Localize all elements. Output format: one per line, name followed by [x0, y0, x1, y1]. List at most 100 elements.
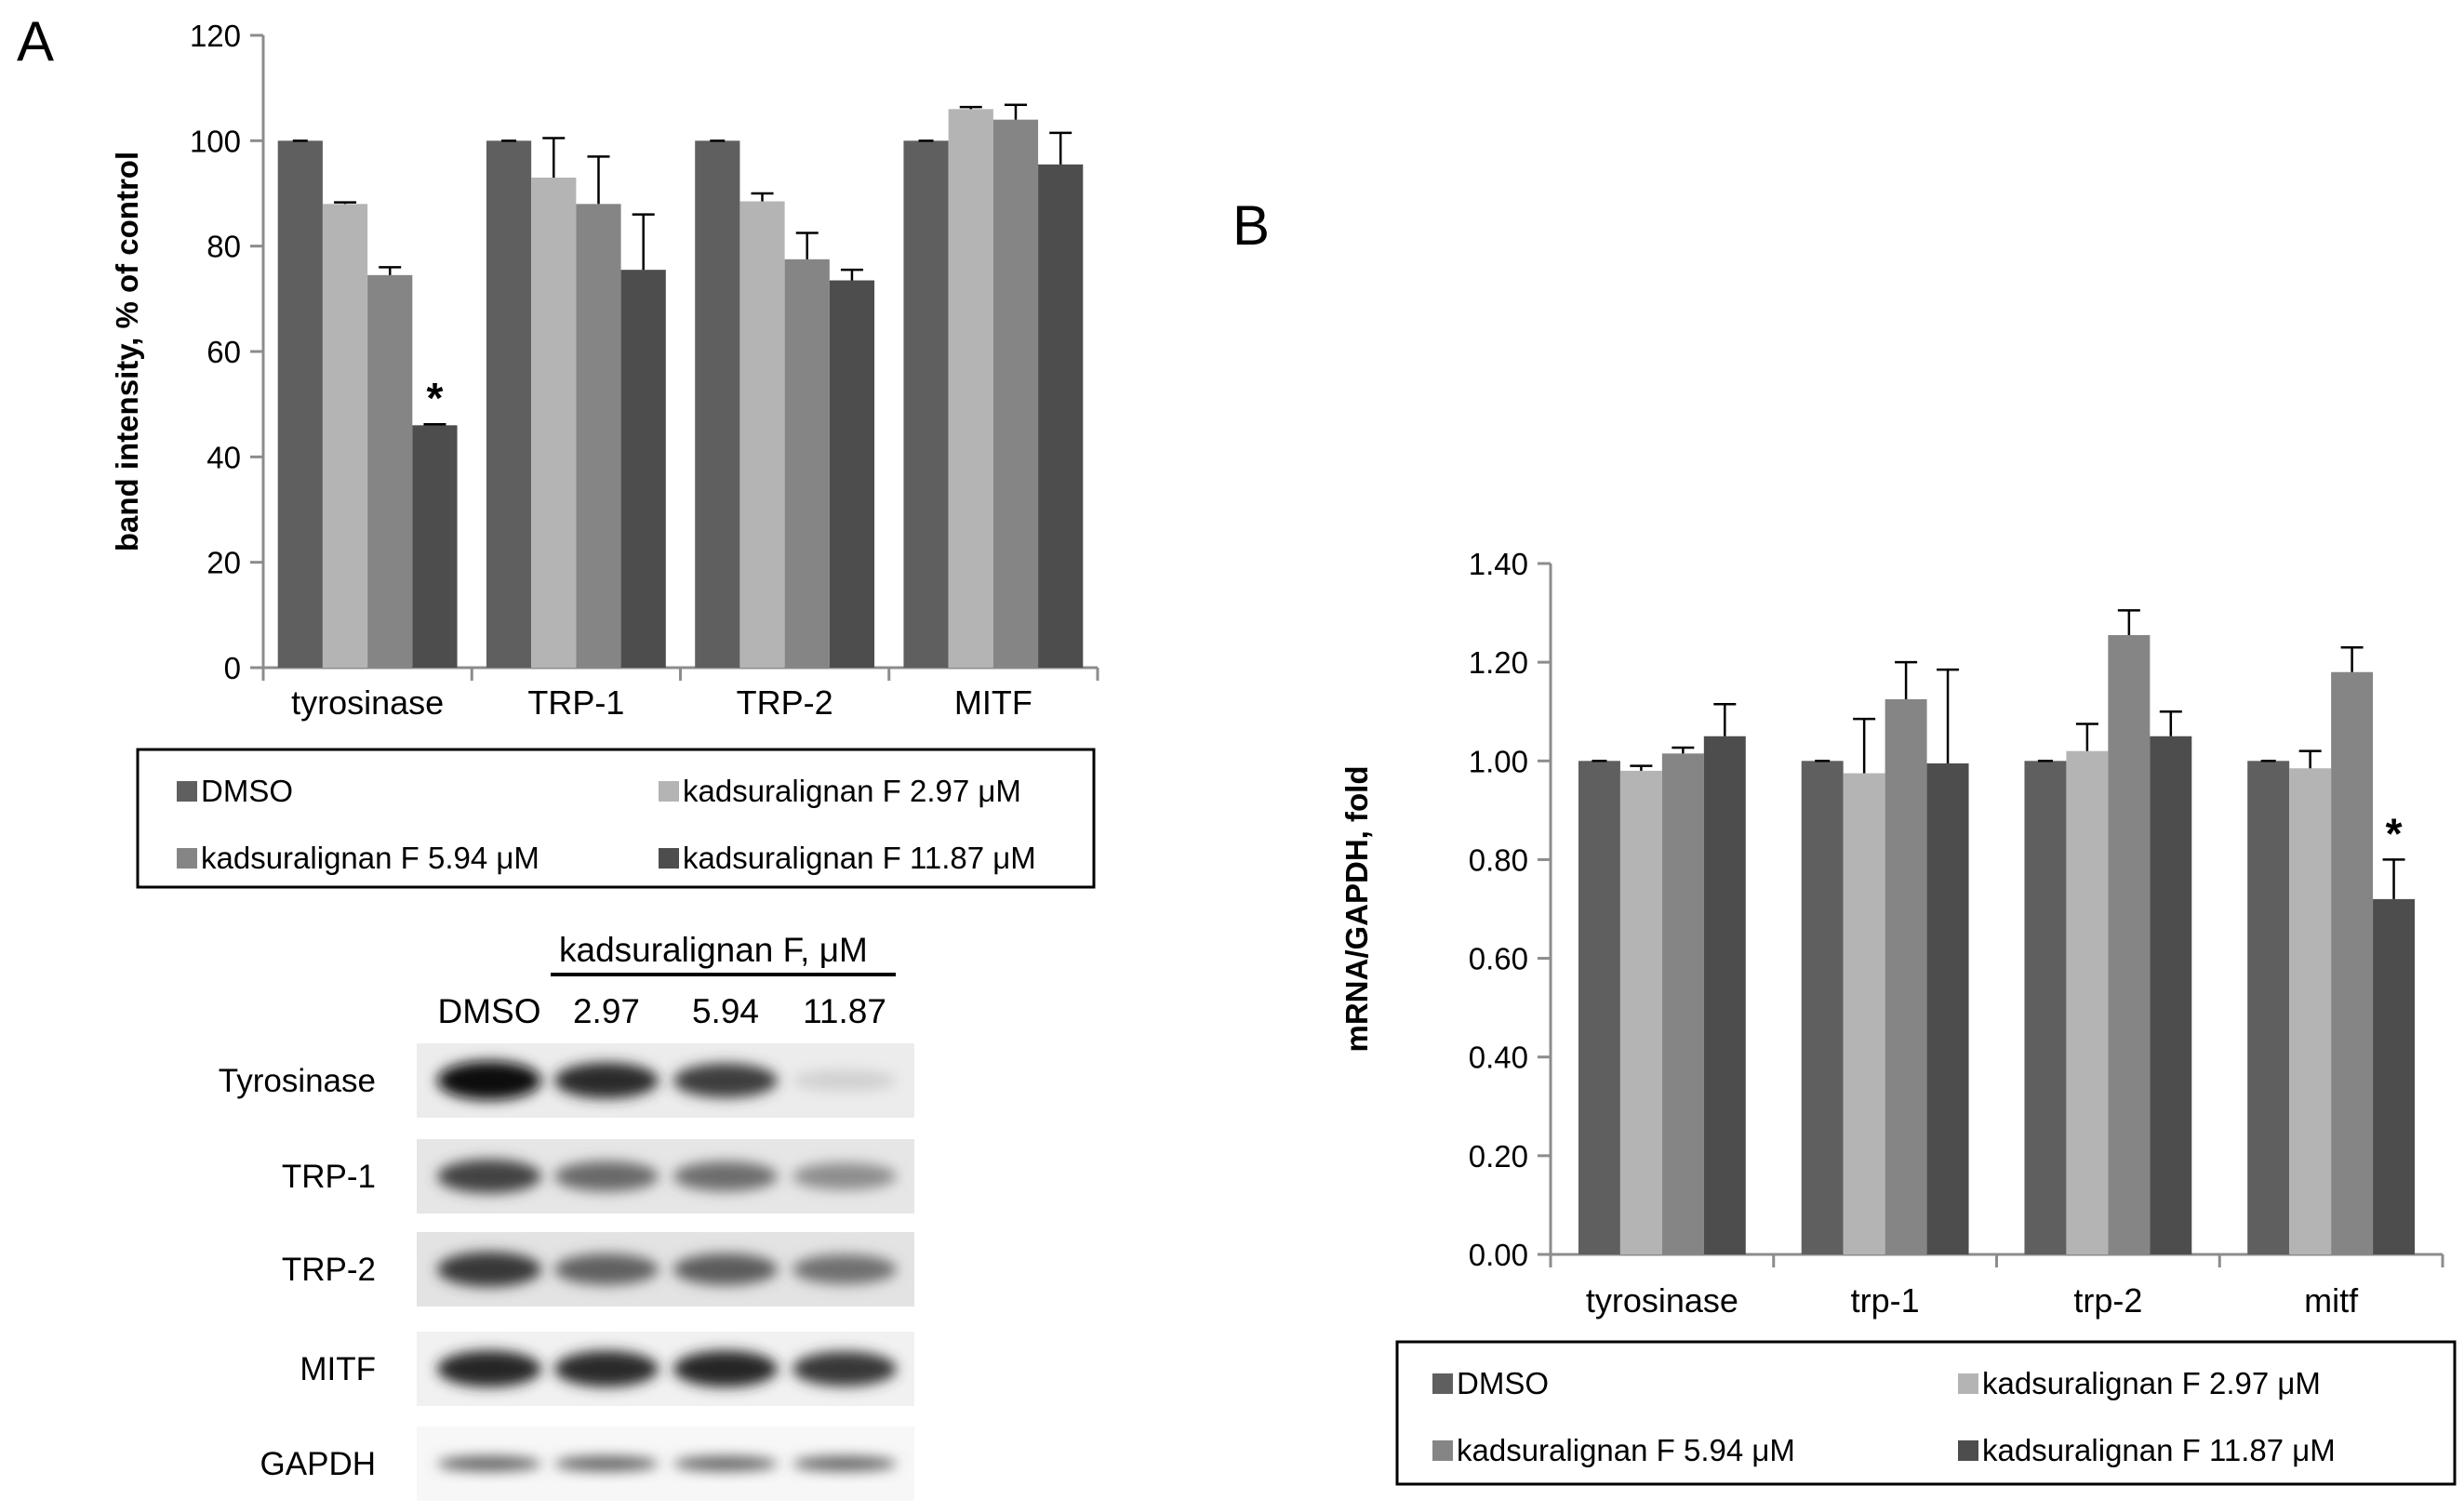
- y-tick-label: 80: [206, 230, 241, 264]
- y-tick-label: 60: [206, 335, 241, 369]
- x-tick-label: mitf: [2304, 1281, 2359, 1320]
- blot-band: [554, 1253, 659, 1285]
- blot-band: [792, 1069, 897, 1092]
- blot-rows: Tyrosinase TRP-1 TRP-2 MITF GAPDH: [219, 1043, 914, 1501]
- y-tick-label: 0.80: [1469, 842, 1528, 877]
- x-tick-label: tyrosinase: [1586, 1281, 1738, 1320]
- blot-band: [554, 1350, 659, 1387]
- blot-row-gapdh: GAPDH: [260, 1426, 914, 1501]
- blot-band: [437, 1350, 541, 1387]
- blot-lane-label: 11.87: [803, 992, 886, 1030]
- panel-label-b: B: [1232, 194, 1270, 257]
- blot-band: [792, 1253, 897, 1285]
- bar-trp-2-series-1: [739, 201, 785, 668]
- significance-asterisk: *: [2386, 809, 2403, 857]
- blot-band: [673, 1253, 778, 1286]
- bar-trp-1-series-1: [1843, 773, 1885, 1254]
- bar-mitf-series-2: [992, 119, 1039, 668]
- legend-label: kadsuralignan F 11.87 μM: [683, 841, 1036, 875]
- legend-box: [1395, 1340, 2457, 1486]
- legend-box: [136, 748, 1096, 889]
- bar-tyrosinase-series-0: [277, 140, 323, 669]
- blot-lane-label: 2.97: [573, 992, 640, 1030]
- legend-label: DMSO: [201, 774, 293, 808]
- legend-swatch: [177, 781, 197, 802]
- bar-tyrosinase-series-3: [412, 425, 458, 668]
- chart-a: 0 20 40 60 80 100 120 band intensity, % of cont…: [110, 19, 1099, 889]
- blot-band: [673, 1161, 778, 1192]
- legend-label: kadsuralignan F 5.94 μM: [201, 841, 539, 875]
- bar-trp-1-series-1: [531, 178, 577, 668]
- blot-band: [673, 1456, 778, 1471]
- bar-tyrosinase-series-1: [1619, 770, 1662, 1254]
- legend-swatch: [659, 848, 679, 869]
- blot-row-trp-1: TRP-1: [282, 1139, 914, 1214]
- blot-row-label: TRP-1: [282, 1159, 376, 1195]
- bar-trp-1-series-0: [1801, 761, 1844, 1254]
- panel-label-a: A: [17, 10, 54, 73]
- bar-mitf-series-1: [948, 109, 993, 669]
- legend-swatch: [1958, 1440, 1978, 1461]
- blot-treatment-label: kadsuralignan F, μM: [559, 931, 868, 969]
- bar-trp-2-series-2: [784, 259, 830, 668]
- blot-row-label: TRP-2: [282, 1252, 376, 1288]
- x-tick-label: trp-1: [1851, 1281, 1920, 1320]
- bar-mitf-series-3: [1038, 164, 1084, 669]
- bar-trp-2-series-0: [2024, 761, 2067, 1254]
- blot-band: [792, 1456, 897, 1471]
- y-tick-label: 120: [190, 19, 241, 53]
- y-tick-label: 1.20: [1469, 645, 1528, 680]
- bar-tyrosinase-series-1: [322, 204, 368, 669]
- legend-swatch: [659, 781, 679, 802]
- bar-mitf-series-0: [903, 140, 949, 669]
- blot-band: [554, 1456, 659, 1471]
- x-tick-label: TRP-1: [527, 683, 624, 722]
- legend-label: DMSO: [1457, 1366, 1549, 1400]
- y-tick-label: 20: [206, 546, 241, 580]
- blot-band: [792, 1162, 897, 1190]
- y-tick-label: 0.20: [1469, 1139, 1528, 1174]
- blot-band: [673, 1063, 778, 1098]
- blot-row-label: MITF: [300, 1351, 376, 1387]
- blot-band: [554, 1161, 659, 1192]
- y-tick-label: 100: [190, 124, 241, 158]
- blot-row-mitf: MITF: [300, 1332, 914, 1406]
- y-tick-label: 40: [206, 440, 241, 474]
- bar-trp-2-series-3: [2150, 736, 2192, 1254]
- bar-tyrosinase-series-3: [1703, 736, 1746, 1254]
- bar-mitf-series-0: [2247, 761, 2290, 1254]
- bar-trp-2-series-2: [2108, 634, 2151, 1254]
- bar-tyrosinase-series-2: [1661, 753, 1704, 1254]
- bar-mitf-series-2: [2331, 671, 2374, 1254]
- blot-band: [437, 1159, 541, 1194]
- legend-swatch: [1432, 1373, 1453, 1394]
- y-tick-label: 1.40: [1469, 547, 1528, 581]
- bar-tyrosinase-series-0: [1578, 761, 1620, 1254]
- bar-trp-2-series-3: [829, 280, 875, 668]
- bar-mitf-series-3: [2373, 898, 2416, 1254]
- bar-trp-1-series-0: [486, 140, 532, 669]
- bar-trp-1-series-2: [576, 204, 621, 669]
- chart-b: 0.00 0.20 0.40 0.60 0.80 1.00 1.20 1.40 mRNA/GAP…: [1339, 547, 2457, 1486]
- blot-band: [554, 1062, 659, 1099]
- y-axis-label: mRNA/GAPDH, fold: [1339, 766, 1374, 1053]
- blot-band: [673, 1350, 778, 1387]
- blot-lane-label: DMSO: [438, 992, 541, 1030]
- blot-row-label: Tyrosinase: [219, 1063, 376, 1099]
- blot-lane-labels: DMSO 2.97 5.94 11.87: [438, 992, 886, 1030]
- x-tick-label: tyrosinase: [291, 683, 444, 722]
- x-tick-label: MITF: [954, 683, 1032, 722]
- y-tick-label: 0.40: [1469, 1041, 1528, 1075]
- bar-trp-2-series-0: [695, 140, 740, 669]
- bar-mitf-series-1: [2289, 768, 2332, 1254]
- bar-trp-2-series-1: [2066, 750, 2109, 1254]
- blot-row-trp-2: TRP-2: [282, 1232, 914, 1306]
- blot-band: [792, 1351, 897, 1386]
- bar-tyrosinase-series-2: [367, 274, 413, 668]
- y-tick-label: 0.60: [1469, 942, 1528, 976]
- x-tick-label: TRP-2: [737, 683, 833, 722]
- legend-label: kadsuralignan F 5.94 μM: [1457, 1433, 1795, 1467]
- legend-label: kadsuralignan F 2.97 μM: [683, 774, 1021, 808]
- blot-lane-label: 5.94: [692, 992, 759, 1030]
